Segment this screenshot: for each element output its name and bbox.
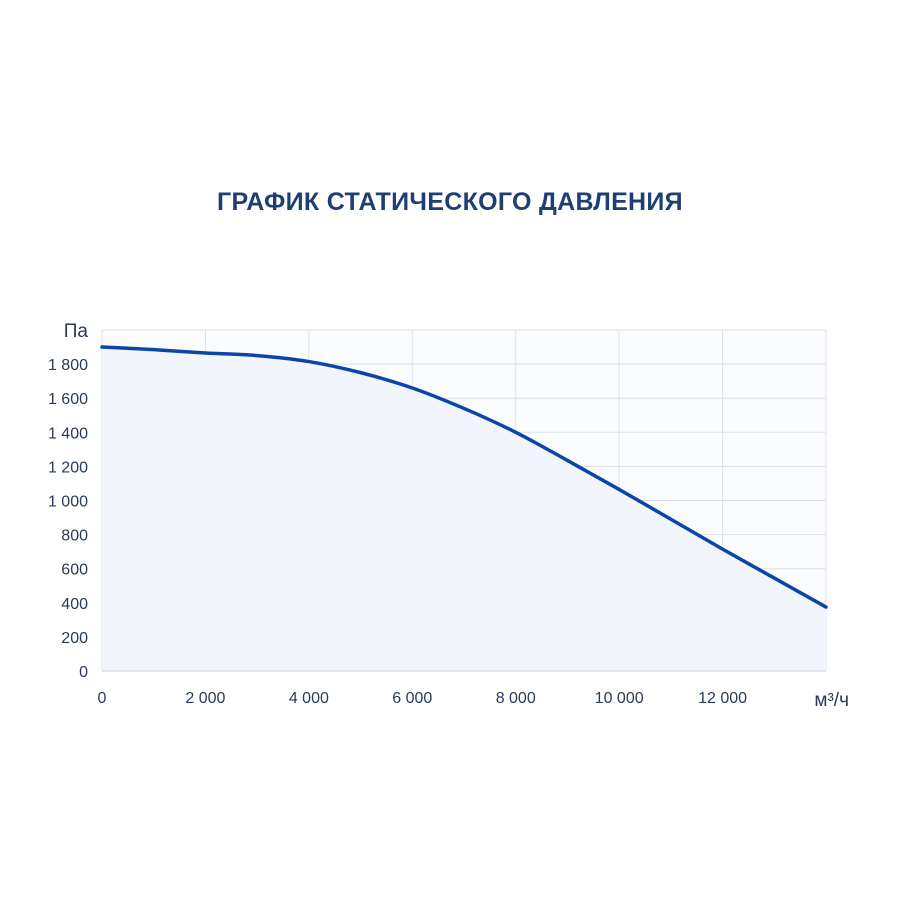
x-tick-label: 6 000: [392, 690, 432, 707]
y-axis-label: Па: [64, 321, 89, 342]
x-tick-label: 0: [98, 690, 107, 707]
y-tick-labels: 0 200 400 600 800 1 000 1 200 1 400 1 600 1 800: [48, 357, 88, 681]
y-tick-label: 200: [61, 630, 88, 647]
y-tick-label: 600: [61, 562, 88, 579]
x-tick-label: 10 000: [595, 690, 644, 707]
x-tick-label: 12 000: [698, 690, 747, 707]
y-tick-label: 1 200: [48, 459, 88, 476]
y-tick-label: 1 600: [48, 391, 88, 408]
x-tick-label: 8 000: [496, 690, 536, 707]
x-axis-label: м³/ч: [814, 690, 849, 711]
y-tick-label: 1 800: [48, 357, 88, 374]
y-tick-label: 800: [61, 528, 88, 545]
series-line: [100, 345, 828, 609]
y-tick-label: 0: [79, 664, 88, 681]
area-fill: [102, 347, 826, 671]
x-tick-label: 4 000: [289, 690, 329, 707]
y-tick-label: 1 400: [48, 425, 88, 442]
x-tick-labels: 0 2 000 4 000 6 000 8 000 10 000 12 000: [98, 690, 748, 707]
x-tick-label: 2 000: [185, 690, 225, 707]
y-tick-label: 1 000: [48, 494, 88, 511]
y-tick-label: 400: [61, 596, 88, 613]
chart-title: ГРАФИК СТАТИЧЕСКОГО ДАВЛЕНИЯ: [217, 188, 683, 216]
